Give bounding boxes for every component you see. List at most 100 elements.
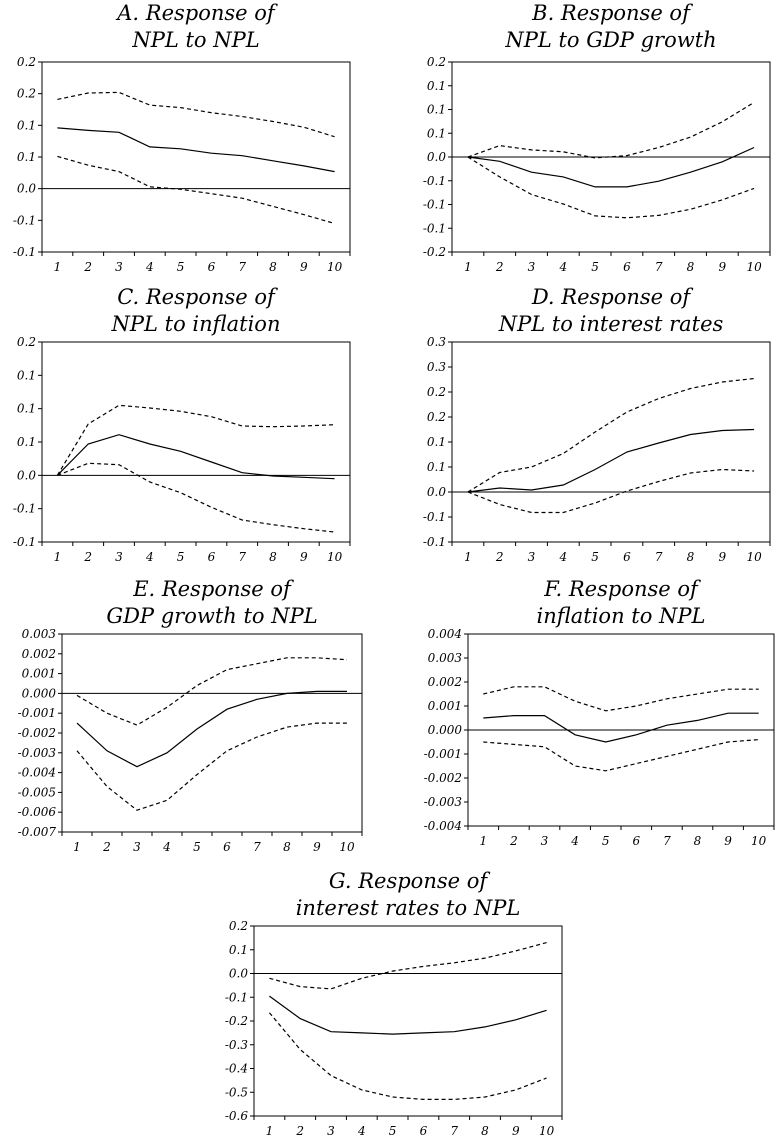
y-tick-label: -0.1 bbox=[423, 174, 446, 188]
chart-panel: B. Response of NPL to GDP growth -0.2 -0.1-… bbox=[400, 0, 782, 278]
response-line bbox=[269, 995, 547, 1035]
chart-title-line: inflation to NPL bbox=[536, 604, 706, 628]
x-tick-label: 6 bbox=[632, 834, 640, 848]
y-tick-label: 0.0 bbox=[427, 485, 446, 499]
y-tick-label: -0.005 bbox=[18, 785, 56, 799]
chart-title-line: NPL to GDP growth bbox=[505, 28, 717, 52]
x-tick-label: 6 bbox=[623, 260, 631, 274]
confidence-band-line bbox=[57, 91, 335, 138]
x-tick-label: 8 bbox=[687, 260, 695, 274]
y-tick-label: -0.001 bbox=[18, 706, 56, 720]
y-tick-label: 0.3 bbox=[427, 360, 446, 374]
x-tick-label: 1 bbox=[73, 840, 81, 854]
response-line bbox=[467, 146, 755, 188]
x-tick-label: 3 bbox=[541, 834, 549, 848]
x-tick-label: 9 bbox=[313, 840, 321, 854]
chart-panel: D. Response of NPL to interest rates -0.1-… bbox=[400, 284, 782, 568]
y-tick-label: 0.003 bbox=[22, 627, 57, 641]
x-tick-label: 5 bbox=[177, 260, 185, 274]
chart-title-line: NPL to inflation bbox=[111, 312, 281, 336]
confidence-band-line bbox=[269, 942, 547, 990]
x-tick-label: 10 bbox=[339, 840, 355, 854]
x-tick-label: 1 bbox=[54, 260, 62, 274]
chart-title-line: F. Response of bbox=[544, 577, 698, 601]
confidence-band-line bbox=[57, 155, 335, 225]
x-tick-label: 4 bbox=[570, 834, 579, 848]
x-tick-label: 3 bbox=[133, 840, 141, 854]
confidence-band-line bbox=[268, 1012, 547, 1100]
y-tick-label: 0.002 bbox=[22, 647, 56, 661]
y-tick-label: 0.1 bbox=[17, 118, 36, 132]
y-tick-label: 0.004 bbox=[428, 627, 462, 641]
x-tick-label: 4 bbox=[145, 550, 154, 564]
chart-title-line: GDP growth to NPL bbox=[106, 604, 318, 628]
response-line bbox=[467, 428, 755, 493]
y-tick-label: -0.004 bbox=[424, 819, 462, 833]
y-tick-label: 0.1 bbox=[229, 943, 248, 957]
x-tick-label: 3 bbox=[115, 260, 123, 274]
y-tick-label: 0.3 bbox=[427, 335, 446, 349]
confidence-band-line bbox=[76, 657, 348, 726]
x-tick-label: 7 bbox=[450, 1124, 458, 1138]
chart-panel: F. Response of inflation to NPL -0.004 -0.0… bbox=[400, 576, 782, 852]
x-tick-label: 1 bbox=[479, 834, 487, 848]
plot-frame bbox=[41, 341, 351, 543]
x-tick-label: 1 bbox=[266, 1124, 274, 1138]
x-tick-label: 6 bbox=[208, 550, 216, 564]
chart-svg: -0.004 -0.003 -0.002 -0.001 0.000 0.001 0.002 0… bbox=[424, 627, 775, 848]
x-tick-label: 7 bbox=[655, 260, 663, 274]
y-tick-label: -0.003 bbox=[18, 746, 57, 760]
confidence-band-line bbox=[467, 101, 755, 159]
y-tick-label: 0.1 bbox=[427, 103, 446, 117]
y-tick-label: 0.1 bbox=[17, 435, 36, 449]
y-tick-label: 0.003 bbox=[428, 651, 463, 665]
x-tick-label: 10 bbox=[746, 550, 762, 564]
x-tick-label: 7 bbox=[238, 550, 246, 564]
y-tick-label: 0.0 bbox=[17, 182, 36, 196]
y-tick-label: 0.0 bbox=[229, 967, 248, 981]
x-tick-label: 4 bbox=[162, 840, 171, 854]
plot-frame bbox=[451, 341, 771, 543]
x-tick-label: 1 bbox=[464, 550, 472, 564]
x-tick-label: 8 bbox=[283, 840, 291, 854]
x-tick-label: 5 bbox=[602, 834, 610, 848]
x-tick-label: 1 bbox=[54, 550, 62, 564]
x-tick-label: 2 bbox=[295, 1124, 304, 1138]
x-tick-label: 9 bbox=[718, 260, 726, 274]
x-tick-label: 5 bbox=[177, 550, 185, 564]
y-tick-label: 0.1 bbox=[427, 79, 446, 93]
y-tick-label: 0.2 bbox=[229, 919, 248, 933]
confidence-band-line bbox=[467, 377, 755, 493]
x-tick-label: 6 bbox=[223, 840, 231, 854]
chart-title: B. Response of NPL to GDP growth bbox=[432, 0, 782, 54]
y-tick-label: 0.1 bbox=[427, 126, 446, 140]
y-tick-label: 0.0 bbox=[427, 150, 446, 164]
x-tick-label: 5 bbox=[591, 550, 599, 564]
y-tick-label: -0.2 bbox=[423, 245, 446, 259]
chart-title: G. Response of interest rates to NPL bbox=[234, 868, 582, 922]
y-tick-label: 0.000 bbox=[22, 686, 57, 700]
chart-title-line: C. Response of bbox=[117, 285, 275, 309]
confidence-band-line bbox=[76, 722, 347, 811]
chart-title-line: E. Response of bbox=[133, 577, 291, 601]
y-tick-label: -0.6 bbox=[225, 1109, 249, 1123]
x-tick-label: 3 bbox=[528, 260, 536, 274]
x-tick-label: 1 bbox=[464, 260, 472, 274]
chart-title-line: D. Response of bbox=[531, 285, 691, 309]
y-tick-label: 0.2 bbox=[427, 55, 446, 69]
confidence-band-line bbox=[467, 468, 755, 514]
y-tick-label: -0.002 bbox=[424, 771, 462, 785]
y-tick-label: 0.2 bbox=[17, 55, 36, 69]
chart-svg: -0.1 -0.1 0.0 0.1 0.1 0.1 0.2 1 2 3 4 5 6 7 8 9 10 bbox=[13, 335, 351, 564]
response-line bbox=[57, 127, 335, 173]
x-tick-label: 9 bbox=[512, 1124, 520, 1138]
chart-svg: -0.1 -0.1 0.0 0.1 0.1 0.2 0.2 0.3 0.3 1 2 3 4 5 6 7 8 9 10 bbox=[423, 335, 771, 564]
plot-frame bbox=[41, 61, 351, 253]
chart-svg: -0.2 -0.1 -0.1 -0.1 0.0 0.1 0.1 0.1 0.2 1 2 3 4 5 6 7 8 9… bbox=[423, 55, 771, 274]
y-tick-label: -0.002 bbox=[18, 726, 56, 740]
x-tick-label: 9 bbox=[718, 550, 726, 564]
y-tick-label: 0.1 bbox=[427, 435, 446, 449]
chart-title-line: NPL to interest rates bbox=[498, 312, 724, 336]
x-tick-label: 8 bbox=[269, 550, 277, 564]
